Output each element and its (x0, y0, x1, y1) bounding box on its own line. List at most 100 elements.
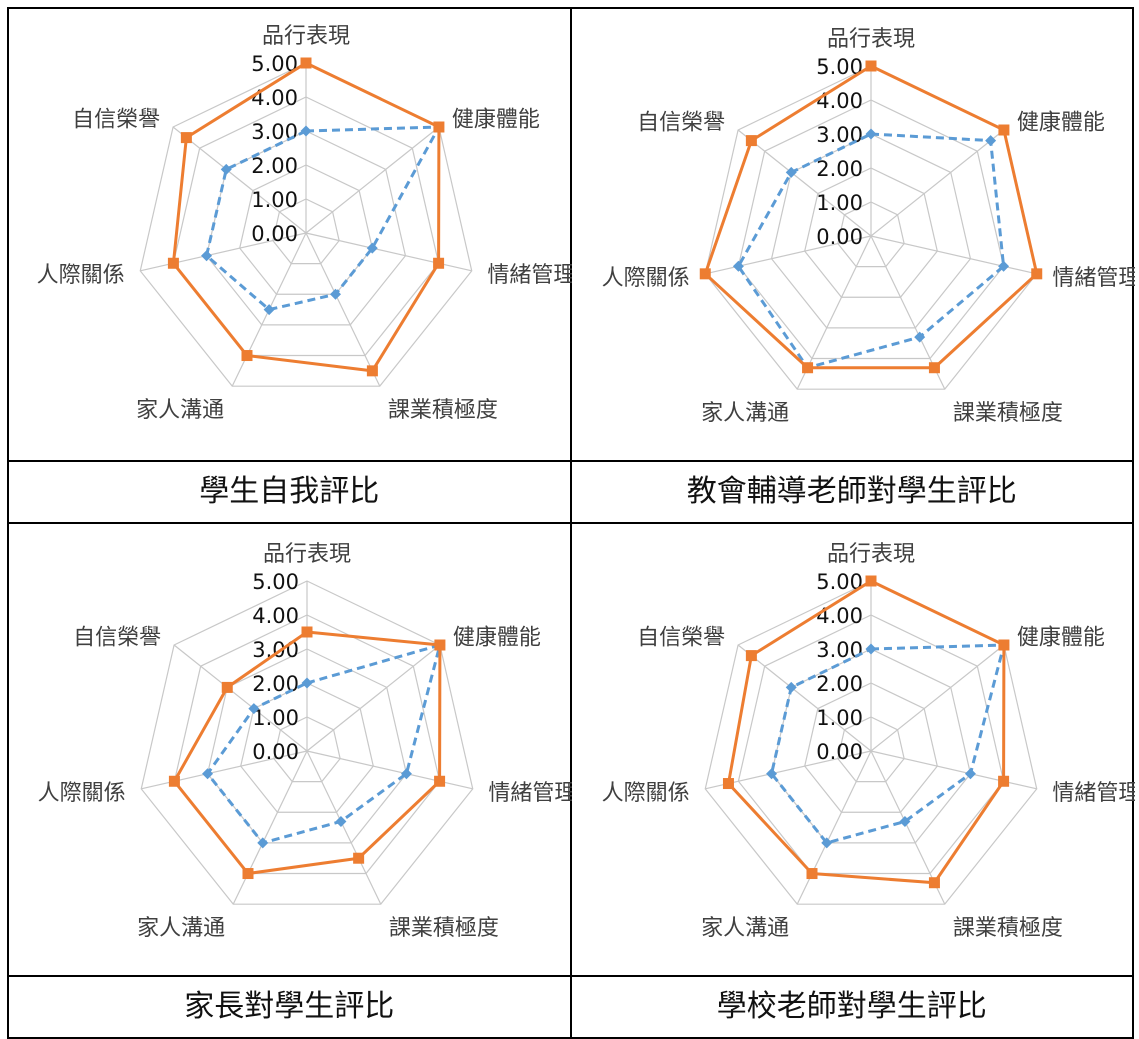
chart-cell-church-counselor: 0.00 1.00 2.00 3.00 4.00 5.00 品行表現 健康體能 情緒管理 課業積極… (569, 7, 1135, 462)
category-label: 家人溝通 (701, 916, 789, 941)
tick-label: 2.00 (816, 157, 863, 181)
spoke-line (870, 235, 1037, 275)
tick-label: 3.00 (251, 120, 298, 144)
grid-ring (272, 198, 340, 265)
tick-label: 0.00 (816, 225, 863, 249)
comparison-table: 0.00 1.00 2.00 3.00 4.00 5.00 品行表現 健康體能 情緒管理 課業積極… (7, 7, 1135, 1039)
data-point (434, 775, 446, 787)
data-point (263, 304, 275, 316)
spoke-line (870, 750, 1037, 790)
grid-ring (172, 96, 440, 357)
category-label: 情緒管理 (487, 263, 572, 288)
grid-ring (273, 716, 341, 783)
series-blue (201, 121, 445, 316)
spoke-line (140, 232, 307, 272)
category-label: 自信榮譽 (73, 625, 161, 650)
category-label: 人際關係 (38, 781, 126, 806)
data-point (434, 639, 446, 651)
spoke-line (305, 232, 381, 387)
grid-ring (173, 614, 441, 875)
grid-ring (803, 682, 938, 813)
category-label: 情緒管理 (1052, 781, 1135, 806)
data-point (353, 852, 365, 864)
chart-cell-student-self: 0.00 1.00 2.00 3.00 4.00 5.00 品行表現 健康體能 情緒管理 課業積極… (7, 7, 572, 462)
grid-ring (737, 99, 1004, 360)
data-point (805, 868, 817, 880)
data-point (301, 626, 313, 638)
series-line (205, 125, 441, 312)
grid-ring (737, 614, 1004, 875)
data-point (964, 768, 976, 780)
series-orange (699, 60, 1042, 374)
radar-chart-school-teacher: 0.001.002.003.004.005.00品行表現健康體能情緒管理課業積極… (601, 542, 1135, 941)
series-orange (168, 626, 446, 880)
spoke-line (737, 644, 871, 752)
data-point (984, 135, 996, 147)
data-point (335, 815, 347, 827)
data-point (167, 257, 179, 269)
spoke-line (305, 232, 472, 272)
tick-label: 2.00 (251, 154, 298, 178)
data-point (400, 768, 412, 780)
data-point (785, 681, 797, 693)
grid-ring (803, 167, 938, 298)
grid-ring (206, 648, 408, 844)
category-label: 自信榮譽 (637, 110, 725, 135)
category-label: 家人溝通 (137, 916, 225, 941)
data-point (722, 778, 734, 790)
spoke-line (870, 644, 1004, 752)
category-label: 品行表現 (262, 24, 350, 49)
series-orange (722, 575, 1009, 889)
category-label: 家人溝通 (701, 401, 789, 426)
category-label: 品行表現 (826, 27, 914, 52)
data-point (997, 639, 1009, 651)
data-point (301, 677, 313, 689)
spoke-line (173, 644, 308, 752)
data-point (865, 575, 876, 587)
data-point (202, 768, 214, 780)
data-point (241, 350, 253, 362)
data-point (865, 643, 876, 655)
grid-ring (139, 62, 473, 387)
radar-grid (704, 65, 1037, 390)
category-label: 課業積極度 (388, 398, 498, 423)
data-point (300, 125, 312, 137)
data-point (201, 250, 213, 262)
data-point (433, 121, 445, 133)
data-point (865, 60, 876, 72)
tick-label: 4.00 (816, 604, 863, 628)
tick-label: 1.00 (816, 706, 863, 730)
spoke-line (232, 750, 308, 905)
grid-ring (240, 682, 374, 813)
category-label: 情緒管理 (488, 781, 572, 806)
tick-label: 0.00 (251, 222, 298, 246)
data-point (732, 260, 744, 272)
series-line (769, 643, 1005, 845)
tick-label: 2.00 (252, 672, 299, 696)
data-point (699, 268, 711, 280)
chart-caption-church-counselor: 教會輔導老師對學生評比 (686, 474, 1017, 509)
spoke-line (306, 644, 441, 752)
category-label: 健康體能 (452, 107, 540, 132)
category-label: 情緒管理 (1052, 266, 1135, 291)
category-label: 健康體能 (453, 625, 541, 650)
data-point (997, 775, 1009, 787)
series-orange (167, 57, 445, 377)
caption-cell: 家長對學生評比 (7, 975, 572, 1039)
data-point (997, 260, 1009, 272)
tick-label: 4.00 (251, 86, 298, 110)
data-point (898, 815, 910, 827)
series-blue (202, 639, 446, 849)
data-point (765, 768, 777, 780)
spoke-line (306, 750, 473, 790)
data-point (745, 650, 757, 662)
data-point (366, 365, 378, 377)
category-label: 課業積極度 (389, 916, 499, 941)
series-blue (765, 639, 1009, 849)
data-point (220, 163, 232, 175)
category-label: 自信榮譽 (72, 107, 160, 132)
spoke-line (796, 750, 872, 905)
tick-label: 4.00 (816, 89, 863, 113)
data-point (801, 362, 813, 374)
spoke-line (737, 129, 871, 237)
